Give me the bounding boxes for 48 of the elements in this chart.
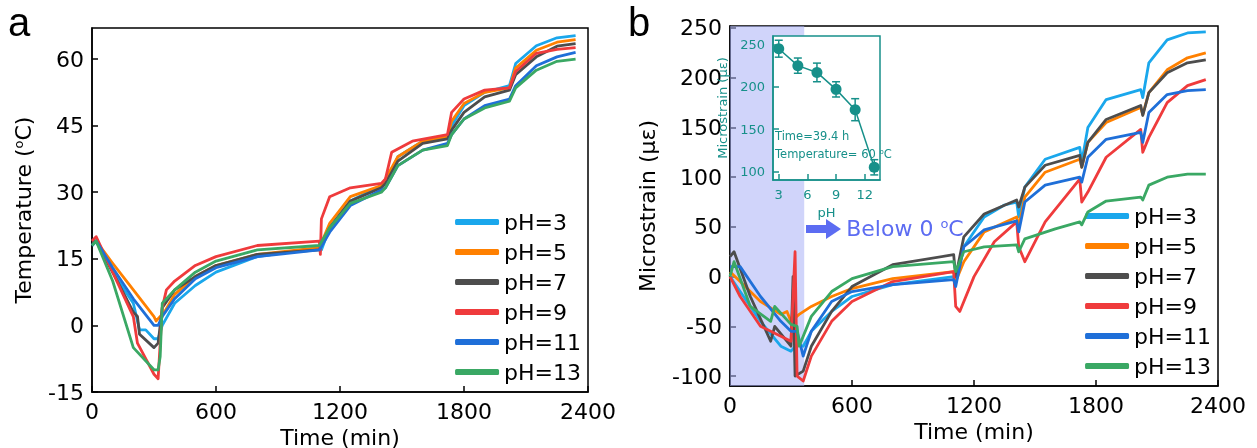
y-tick-label: 60: [56, 46, 84, 72]
y-axis-title: Temperature (oC): [10, 116, 36, 305]
legend-label: pH=5: [504, 239, 568, 265]
x-tick-label: 1200: [312, 398, 368, 424]
y-tick-label: 250: [740, 36, 765, 52]
legend-label: pH=3: [504, 209, 568, 235]
y-tick-label: 100: [680, 164, 722, 190]
y-tick-label: 45: [56, 113, 84, 139]
y-tick-label: -15: [48, 379, 84, 405]
x-tick-label: 6: [803, 187, 812, 202]
x-tick-label: 600: [195, 398, 237, 424]
legend-label: pH=11: [1134, 323, 1211, 349]
y-tick-label: 250: [680, 15, 722, 41]
y-axis-title: Microstrain (με): [634, 120, 660, 292]
y-tick-label: 0: [708, 264, 722, 290]
legend-label: pH=11: [504, 329, 581, 355]
legend-label: pH=13: [1134, 353, 1211, 379]
legend-label: pH=9: [504, 299, 568, 325]
x-tick-label: 2400: [560, 398, 616, 424]
y-tick-label: -50: [686, 313, 722, 339]
legend-label: pH=13: [504, 359, 581, 385]
x-tick-label: 600: [831, 392, 873, 418]
x-axis-title: pH: [817, 204, 836, 220]
x-tick-label: 1800: [436, 398, 492, 424]
x-tick-label: 12: [856, 187, 873, 202]
annotation: Time=39.4 h: [774, 129, 850, 143]
x-axis-title: Time (min): [913, 419, 1034, 445]
y-tick-label: 15: [56, 246, 84, 272]
legend-label: pH=3: [1134, 203, 1198, 229]
y-tick-label: 50: [694, 214, 722, 240]
x-tick-label: 9: [831, 187, 841, 202]
x-tick-label: 1200: [946, 392, 1002, 418]
y-tick-label: 150: [740, 121, 765, 137]
legend-label: pH=7: [1134, 263, 1198, 289]
x-axis-title: Time (min): [279, 425, 400, 448]
x-tick-label: 3: [774, 187, 783, 202]
x-tick-label: 1800: [1068, 392, 1124, 418]
y-tick-label: 30: [56, 179, 84, 205]
y-tick-label: 100: [740, 164, 765, 180]
legend-label: pH=5: [1134, 233, 1198, 259]
legend-label: pH=7: [504, 269, 568, 295]
y-tick-label: 200: [740, 79, 765, 95]
text: a: [8, 0, 31, 44]
y-tick-label: 0: [70, 312, 84, 338]
y-tick-label: -100: [672, 363, 722, 389]
legend-label: pH=9: [1134, 293, 1198, 319]
text: b: [628, 0, 651, 44]
x-tick-label: 2400: [1190, 392, 1246, 418]
